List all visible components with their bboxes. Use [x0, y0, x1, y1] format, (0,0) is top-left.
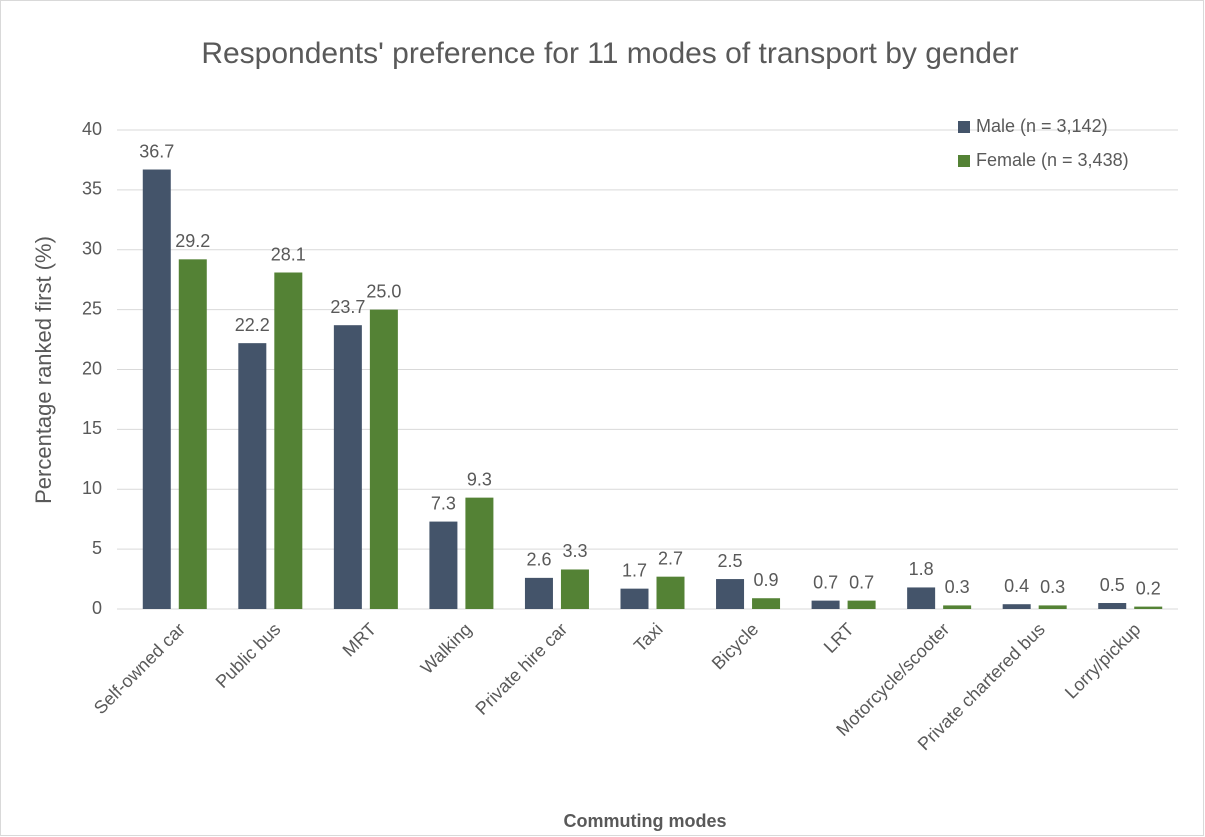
bar	[811, 600, 840, 609]
legend-swatch	[958, 121, 970, 133]
chart-title: Respondents' preference for 11 modes of …	[201, 37, 1018, 70]
y-axis-title: Percentage ranked first (%)	[31, 236, 56, 504]
bar	[1038, 605, 1067, 609]
data-label: 36.7	[139, 141, 174, 161]
bar	[847, 600, 876, 609]
data-label: 25.0	[366, 281, 401, 301]
legend-swatch	[958, 155, 970, 167]
data-label: 3.3	[562, 541, 587, 561]
y-tick-label: 25	[82, 298, 102, 318]
bar	[465, 497, 494, 609]
bar	[429, 521, 458, 609]
data-label: 0.5	[1100, 575, 1125, 595]
data-label: 1.7	[622, 560, 647, 580]
legend-label: Female (n = 3,438)	[976, 150, 1129, 170]
bar	[943, 605, 972, 609]
bar	[142, 169, 171, 609]
y-tick-label: 5	[92, 538, 102, 558]
data-label: 22.2	[235, 315, 270, 335]
y-tick-label: 35	[82, 179, 102, 199]
bar	[178, 259, 207, 609]
data-label: 0.2	[1136, 578, 1161, 598]
bar	[716, 579, 745, 609]
data-label: 0.3	[945, 577, 970, 597]
bar	[1134, 606, 1163, 609]
bar	[524, 577, 553, 609]
data-label: 9.3	[467, 469, 492, 489]
x-axis-title: Commuting modes	[563, 811, 726, 831]
data-label: 0.7	[813, 572, 838, 592]
data-label: 7.3	[431, 493, 456, 513]
y-tick-label: 10	[82, 478, 102, 498]
data-label: 29.2	[175, 231, 210, 251]
data-label: 2.6	[526, 550, 551, 570]
data-label: 2.5	[718, 551, 743, 571]
data-label: 0.3	[1040, 577, 1065, 597]
bar	[656, 576, 685, 609]
data-label: 0.4	[1004, 576, 1029, 596]
bar	[560, 569, 589, 609]
y-tick-label: 15	[82, 418, 102, 438]
bar	[1002, 604, 1031, 609]
y-tick-label: 20	[82, 358, 102, 378]
data-label: 0.7	[849, 572, 874, 592]
y-tick-label: 0	[92, 598, 102, 618]
bar	[1098, 603, 1127, 609]
data-label: 1.8	[909, 559, 934, 579]
bar	[238, 343, 267, 609]
legend-label: Male (n = 3,142)	[976, 116, 1108, 136]
data-label: 23.7	[330, 297, 365, 317]
data-label: 28.1	[271, 244, 306, 264]
data-label: 2.7	[658, 548, 683, 568]
bar	[620, 588, 649, 609]
y-tick-label: 30	[82, 239, 102, 259]
bar	[369, 309, 398, 609]
bar	[333, 325, 362, 609]
bar	[907, 587, 936, 609]
data-label: 0.9	[754, 570, 779, 590]
y-tick-label: 40	[82, 119, 102, 139]
bar	[752, 598, 781, 609]
bar	[274, 272, 303, 609]
